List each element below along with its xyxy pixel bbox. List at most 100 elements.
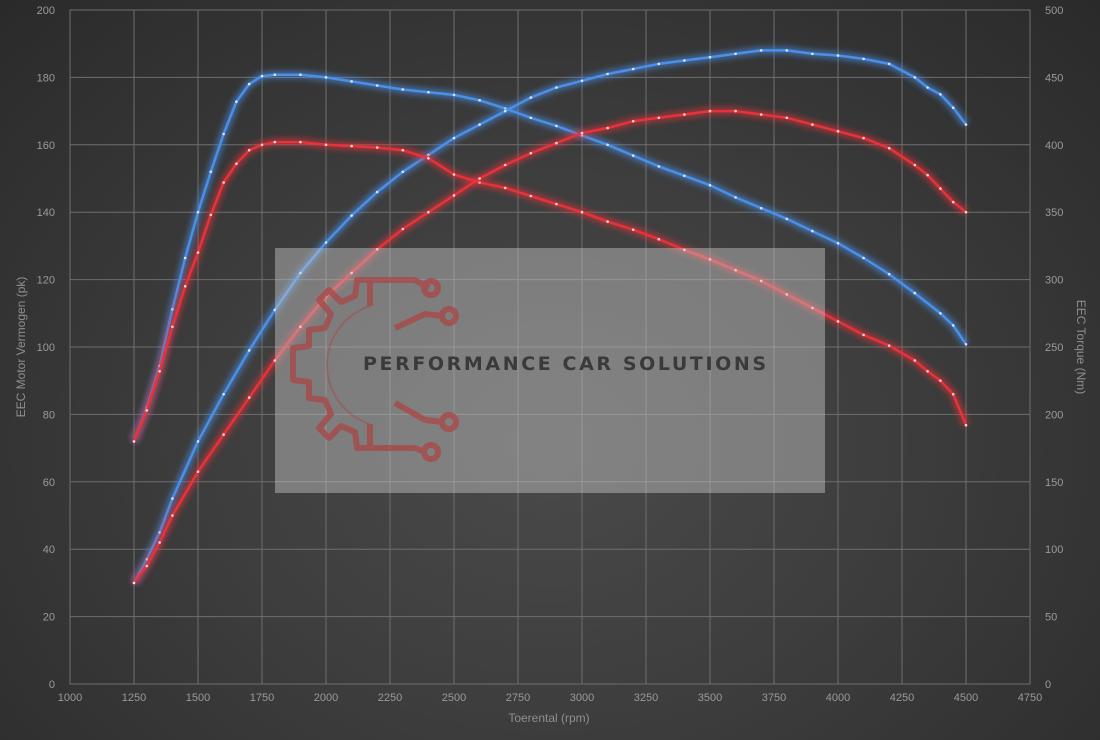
data-point bbox=[759, 206, 763, 210]
data-point bbox=[273, 140, 277, 144]
data-point bbox=[350, 214, 353, 217]
data-point bbox=[913, 76, 917, 79]
data-point bbox=[273, 308, 277, 312]
data-point bbox=[427, 210, 430, 214]
data-point bbox=[132, 581, 136, 585]
data-point bbox=[299, 73, 302, 76]
data-point bbox=[657, 62, 661, 66]
data-point bbox=[555, 124, 558, 128]
data-point bbox=[299, 140, 302, 144]
data-point bbox=[887, 272, 891, 276]
data-point bbox=[503, 163, 507, 167]
y-left-tick-label: 100 bbox=[37, 342, 55, 354]
data-point bbox=[926, 86, 929, 89]
data-point bbox=[913, 163, 917, 167]
data-point bbox=[657, 237, 661, 241]
data-point bbox=[324, 241, 328, 244]
y-right-tick-label: 400 bbox=[1045, 140, 1063, 152]
series-2 bbox=[130, 138, 970, 443]
watermark-logo: PERFORMANCE CAR SOLUTIONS bbox=[275, 248, 825, 493]
data-point bbox=[452, 93, 456, 97]
data-point bbox=[606, 143, 609, 147]
data-point bbox=[350, 80, 353, 83]
data-point bbox=[939, 312, 942, 315]
data-point bbox=[708, 258, 712, 261]
y-left-tick-label: 40 bbox=[43, 544, 55, 556]
data-point bbox=[196, 251, 200, 254]
y-right-tick-label: 150 bbox=[1045, 477, 1063, 489]
data-point bbox=[836, 320, 840, 323]
series-3 bbox=[130, 107, 969, 586]
data-point bbox=[811, 306, 814, 310]
data-point bbox=[196, 210, 200, 214]
x-tick-label: 4000 bbox=[826, 692, 850, 704]
data-point bbox=[926, 173, 929, 177]
data-point bbox=[631, 67, 635, 71]
data-point bbox=[951, 324, 955, 327]
x-tick-label: 2250 bbox=[378, 692, 402, 704]
y-right-tick-label: 50 bbox=[1045, 612, 1057, 624]
y-left-axis-title: EEC Motor Vermogen (pk) bbox=[14, 277, 28, 418]
data-point bbox=[452, 136, 456, 140]
data-point bbox=[862, 57, 865, 61]
data-point bbox=[183, 256, 187, 260]
data-point bbox=[657, 116, 661, 120]
x-tick-label: 3750 bbox=[762, 692, 786, 704]
data-point bbox=[183, 285, 187, 288]
data-point bbox=[580, 79, 584, 83]
data-point bbox=[171, 514, 174, 517]
data-point bbox=[375, 146, 379, 149]
data-point bbox=[260, 74, 264, 78]
series-1 bbox=[130, 46, 970, 585]
grid bbox=[69, 9, 1031, 685]
data-point bbox=[503, 186, 507, 190]
x-tick-label: 3250 bbox=[634, 692, 658, 704]
data-point bbox=[158, 541, 161, 544]
data-point bbox=[836, 130, 840, 133]
data-point bbox=[964, 210, 968, 214]
data-point bbox=[555, 202, 558, 206]
data-point bbox=[555, 141, 558, 145]
data-point bbox=[939, 187, 942, 190]
data-point bbox=[401, 148, 405, 152]
data-point bbox=[964, 123, 968, 126]
data-point bbox=[785, 49, 789, 52]
data-point bbox=[247, 148, 251, 152]
data-point bbox=[222, 181, 225, 184]
data-point bbox=[759, 113, 763, 116]
data-point bbox=[913, 291, 917, 295]
x-tick-label: 1000 bbox=[58, 692, 82, 704]
data-point bbox=[926, 370, 929, 373]
data-point bbox=[529, 96, 533, 99]
data-point bbox=[132, 440, 136, 443]
data-point bbox=[503, 109, 507, 113]
y-right-tick-label: 0 bbox=[1045, 679, 1051, 691]
data-point bbox=[401, 88, 405, 91]
data-point bbox=[734, 196, 737, 199]
x-tick-label: 4250 bbox=[890, 692, 914, 704]
data-point bbox=[209, 170, 213, 174]
x-tick-label: 4500 bbox=[954, 692, 978, 704]
y-right-tick-label: 200 bbox=[1045, 409, 1063, 421]
data-point bbox=[580, 210, 584, 214]
data-point bbox=[529, 151, 533, 155]
y-right-tick-label: 350 bbox=[1045, 207, 1063, 219]
data-point bbox=[683, 113, 686, 116]
data-point bbox=[862, 333, 865, 337]
data-point bbox=[529, 194, 533, 198]
data-point bbox=[951, 106, 955, 109]
data-point bbox=[375, 84, 379, 87]
data-point bbox=[222, 132, 225, 136]
data-point bbox=[759, 279, 763, 283]
data-point bbox=[427, 90, 430, 94]
data-point bbox=[759, 49, 763, 52]
data-point bbox=[171, 308, 174, 311]
data-point bbox=[811, 123, 814, 126]
watermark-text: PERFORMANCE CAR SOLUTIONS bbox=[363, 353, 769, 375]
y-left-tick-label: 0 bbox=[49, 679, 55, 691]
series-layer bbox=[130, 46, 970, 586]
data-point bbox=[196, 470, 200, 474]
data-point bbox=[145, 564, 149, 568]
x-tick-label: 1750 bbox=[250, 692, 274, 704]
data-point bbox=[171, 325, 174, 329]
